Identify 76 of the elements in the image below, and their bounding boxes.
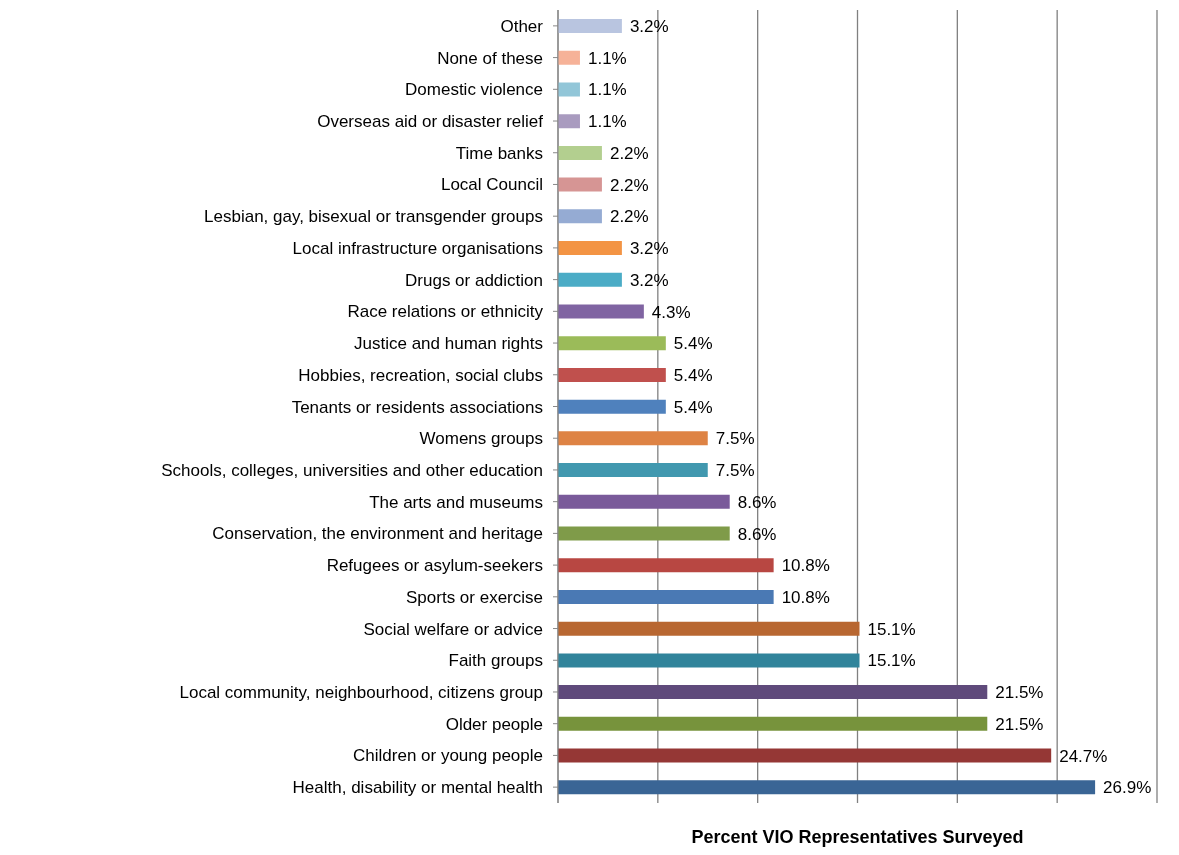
bar — [558, 272, 622, 287]
y-tick-label: Lesbian, gay, bisexual or transgender groups — [204, 207, 543, 227]
bar — [558, 209, 602, 224]
bar — [558, 114, 580, 129]
y-tick-label: Children or young people — [353, 746, 543, 766]
bar — [558, 558, 774, 573]
y-tick-label: Conservation, the environment and heritage — [212, 524, 543, 544]
data-label: 2.2% — [609, 207, 649, 227]
bar — [558, 82, 580, 97]
y-tick-label: Older people — [445, 714, 543, 734]
bar — [558, 653, 860, 668]
bar — [558, 431, 708, 446]
y-tick-label: Hobbies, recreation, social clubs — [298, 365, 543, 385]
y-tick-label: Local infrastructure organisations — [292, 238, 543, 258]
data-label: 5.4% — [673, 397, 713, 417]
y-tick-label: Overseas aid or disaster relief — [317, 112, 544, 132]
y-tick-label: Other — [500, 16, 544, 36]
data-label: 2.2% — [609, 143, 649, 163]
y-tick-label: The arts and museums — [369, 492, 543, 512]
y-tick-label: Womens groups — [419, 429, 543, 449]
bar — [558, 748, 1052, 763]
bar — [558, 304, 644, 319]
data-label: 7.5% — [715, 429, 755, 449]
y-tick-label: Schools, colleges, universities and other education — [161, 460, 543, 480]
data-label: 1.1% — [587, 112, 627, 132]
y-tick-label: Faith groups — [448, 651, 543, 671]
data-label: 24.7% — [1059, 746, 1108, 766]
data-label: 1.1% — [587, 48, 627, 68]
data-label: 1.1% — [587, 80, 627, 100]
y-tick-label: Health, disability or mental health — [292, 778, 543, 798]
data-label: 5.4% — [673, 334, 713, 354]
bar — [558, 50, 580, 65]
data-label: 4.3% — [651, 302, 691, 322]
y-tick-label: Justice and human rights — [354, 334, 543, 354]
bar — [558, 780, 1096, 795]
data-label: 15.1% — [867, 651, 916, 671]
bar — [558, 526, 730, 541]
bar — [558, 177, 602, 192]
data-label: 3.2% — [629, 17, 669, 37]
bar — [558, 399, 666, 414]
data-label: 21.5% — [995, 714, 1044, 734]
y-tick-label: None of these — [437, 48, 543, 68]
bar — [558, 589, 774, 604]
y-tick-label: Drugs or addiction — [405, 270, 543, 290]
y-tick-label: Local community, neighbourhood, citizens group — [179, 683, 543, 703]
bar — [558, 685, 988, 700]
bar — [558, 241, 622, 256]
bar — [558, 494, 730, 509]
data-label: 10.8% — [781, 556, 830, 576]
data-label: 10.8% — [781, 587, 830, 607]
bar — [558, 145, 602, 160]
y-tick-label: Domestic violence — [405, 80, 543, 100]
bar — [558, 367, 666, 382]
data-label: 8.6% — [737, 492, 777, 512]
bar — [558, 463, 708, 478]
y-tick-label: Sports or exercise — [406, 587, 543, 607]
y-tick-label: Race relations or ethnicity — [347, 302, 544, 322]
y-tick-label: Local Council — [440, 175, 543, 195]
y-tick-label: Refugees or asylum-seekers — [326, 556, 543, 576]
data-label: 5.4% — [673, 365, 713, 385]
bar — [558, 716, 988, 731]
y-tick-label: Tenants or residents associations — [291, 397, 543, 417]
data-label: 15.1% — [867, 619, 916, 639]
data-label: 8.6% — [737, 524, 777, 544]
bar — [558, 621, 860, 636]
bar — [558, 19, 622, 33]
y-tick-label: Time banks — [455, 143, 543, 163]
data-label: 3.2% — [629, 270, 669, 290]
data-label: 21.5% — [995, 683, 1044, 703]
x-axis-title: Percent VIO Representatives Surveyed — [691, 827, 1024, 847]
data-label: 2.2% — [609, 175, 649, 195]
bar — [558, 336, 666, 351]
y-tick-label: Social welfare or advice — [363, 619, 543, 639]
data-label: 26.9% — [1103, 778, 1152, 798]
data-label: 3.2% — [629, 239, 669, 259]
data-label: 7.5% — [715, 461, 755, 481]
